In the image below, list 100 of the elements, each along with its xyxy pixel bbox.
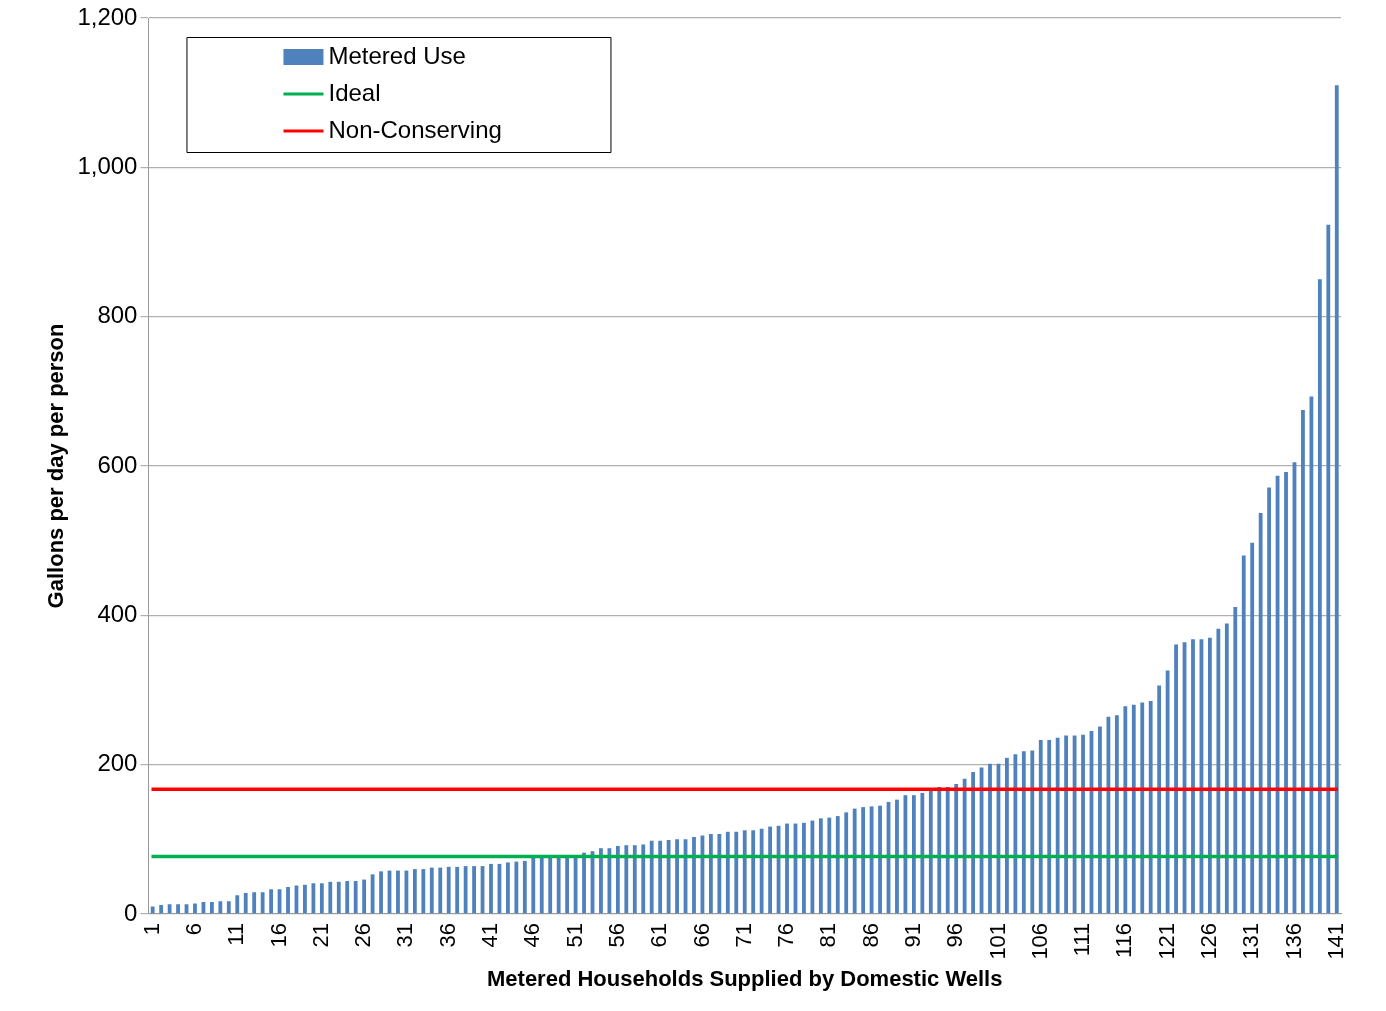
x-tick-label: 96 — [942, 922, 968, 948]
x-tick-label: 36 — [434, 922, 460, 948]
legend-label: Ideal — [328, 78, 381, 106]
y-tick-label: 1,000 — [77, 151, 138, 179]
x-tick-label: 61 — [646, 922, 672, 948]
bar — [962, 778, 967, 914]
bar — [243, 892, 248, 914]
bar — [810, 820, 815, 914]
bar — [1317, 279, 1322, 914]
bar — [1140, 702, 1145, 914]
bar — [1258, 512, 1263, 914]
bar — [709, 834, 713, 914]
bar — [1047, 739, 1052, 914]
bar — [336, 881, 341, 914]
bar — [531, 857, 536, 914]
bar — [1098, 726, 1102, 914]
x-tick-label: 81 — [815, 922, 841, 948]
x-tick-label: 71 — [730, 922, 756, 948]
bar — [311, 883, 316, 914]
bar — [759, 828, 764, 914]
bar — [844, 812, 849, 914]
bar — [1326, 224, 1331, 914]
bar — [362, 879, 367, 914]
bar — [861, 807, 866, 914]
x-tick-label: 46 — [519, 922, 545, 948]
bar — [463, 866, 468, 914]
bar — [353, 881, 358, 914]
bar — [556, 856, 561, 914]
x-tick-label: 26 — [350, 922, 376, 948]
bar — [624, 845, 629, 914]
bar — [379, 871, 383, 914]
bar — [1224, 623, 1229, 914]
bar — [1114, 715, 1119, 914]
bar — [1123, 706, 1128, 914]
bar — [412, 869, 417, 914]
x-tick-label: 21 — [307, 922, 333, 948]
bar — [1309, 396, 1314, 914]
bar — [1284, 471, 1288, 914]
x-tick-label: 116 — [1111, 922, 1137, 958]
bar — [1131, 704, 1136, 914]
x-tick-label: 106 — [1026, 922, 1052, 960]
bar — [1334, 85, 1339, 914]
bar — [920, 792, 925, 914]
bar — [1301, 409, 1305, 914]
bar — [954, 783, 959, 914]
legend-label: Non-Conserving — [328, 115, 502, 143]
x-tick-label: 86 — [857, 922, 883, 948]
bar — [286, 887, 290, 914]
bar — [328, 881, 333, 914]
bar — [489, 863, 493, 914]
bar — [1216, 628, 1221, 914]
bar — [159, 904, 164, 914]
bar — [768, 826, 773, 914]
bar — [167, 904, 172, 914]
bar — [565, 855, 570, 914]
x-tick-label: 11 — [223, 922, 249, 946]
bar — [421, 869, 426, 914]
x-tick-label: 66 — [688, 922, 714, 948]
x-tick-label: 131 — [1238, 922, 1264, 960]
y-tick-label: 400 — [97, 599, 138, 627]
bar — [632, 845, 637, 914]
bar — [1030, 750, 1035, 914]
bar — [252, 892, 257, 914]
bar — [345, 881, 350, 914]
y-tick-label: 600 — [97, 450, 138, 478]
bar — [303, 884, 307, 914]
bar — [176, 904, 180, 914]
bar — [852, 808, 857, 914]
bar — [1081, 734, 1085, 914]
x-tick-label: 1 — [138, 922, 164, 936]
x-tick-label: 51 — [561, 922, 587, 948]
bar — [472, 866, 476, 914]
bar — [725, 831, 730, 914]
bar — [1208, 637, 1212, 914]
bar — [971, 772, 975, 914]
bar — [615, 845, 620, 914]
bar — [988, 763, 992, 914]
x-tick-label: 56 — [603, 922, 629, 948]
bar — [827, 817, 832, 914]
bar — [1038, 739, 1043, 914]
bar — [692, 837, 696, 914]
bar — [1055, 737, 1060, 914]
bar — [641, 844, 646, 914]
bar — [928, 789, 933, 914]
bar — [1267, 487, 1272, 914]
bar — [1021, 751, 1026, 914]
bar — [818, 818, 823, 914]
bar — [1064, 735, 1069, 914]
bar — [1233, 607, 1238, 914]
x-tick-label: 101 — [984, 922, 1010, 960]
bar — [226, 901, 231, 914]
legend-label: Metered Use — [328, 41, 466, 69]
bar — [1250, 542, 1255, 914]
bar — [895, 799, 899, 914]
bar — [539, 857, 544, 914]
bar — [319, 883, 324, 914]
bar — [1005, 757, 1009, 914]
bar — [734, 831, 739, 914]
bar — [506, 862, 510, 914]
bar — [835, 816, 840, 914]
